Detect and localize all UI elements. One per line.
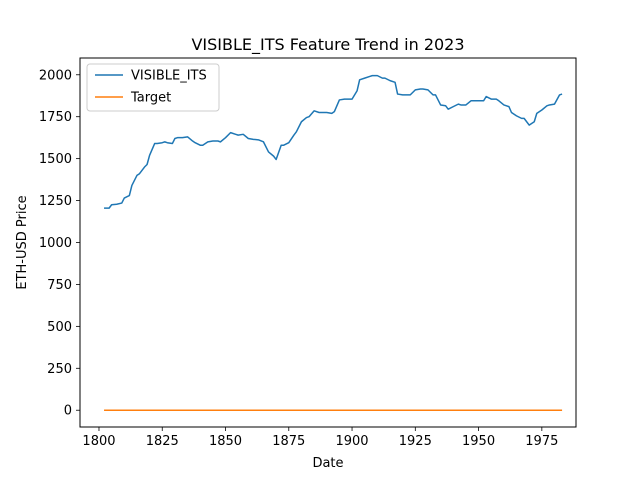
legend-items: VISIBLE_ITS Target [95, 69, 207, 106]
x-tick-label: 1875 [272, 434, 305, 449]
legend-label-target: Target [130, 91, 171, 106]
x-tick-label: 1825 [146, 434, 179, 449]
y-tick-label: 1500 [39, 152, 72, 167]
x-tick-label: 1950 [462, 434, 495, 449]
legend: VISIBLE_ITS Target [86, 63, 220, 112]
series-line-visible-its [104, 74, 563, 209]
y-axis-label: ETH-USD Price [15, 195, 30, 289]
y-tick-label: 250 [47, 362, 72, 377]
x-tick-label: 1800 [82, 434, 115, 449]
y-axis-ticks: 0 250 500 750 1000 1250 1500 1750 2000 [39, 68, 80, 419]
x-tick-label: 1900 [335, 434, 368, 449]
y-tick-label: 2000 [39, 68, 72, 83]
y-tick-label: 500 [47, 320, 72, 335]
y-tick-label: 1250 [39, 194, 72, 209]
x-axis-label: Date [312, 456, 343, 471]
y-tick-label: 1000 [39, 236, 72, 251]
x-axis-ticks: 1800 1825 1850 1875 1900 1925 1950 1975 [82, 427, 558, 449]
y-tick-label: 0 [64, 404, 72, 419]
x-tick-label: 1975 [525, 434, 558, 449]
y-tick-label: 750 [47, 278, 72, 293]
y-tick-label: 1750 [39, 110, 72, 125]
plot-lines [104, 74, 563, 411]
legend-label-visible-its: VISIBLE_ITS [131, 69, 207, 84]
x-tick-label: 1850 [209, 434, 242, 449]
chart-title: VISIBLE_ITS Feature Trend in 2023 [191, 35, 464, 55]
x-tick-label: 1925 [399, 434, 432, 449]
